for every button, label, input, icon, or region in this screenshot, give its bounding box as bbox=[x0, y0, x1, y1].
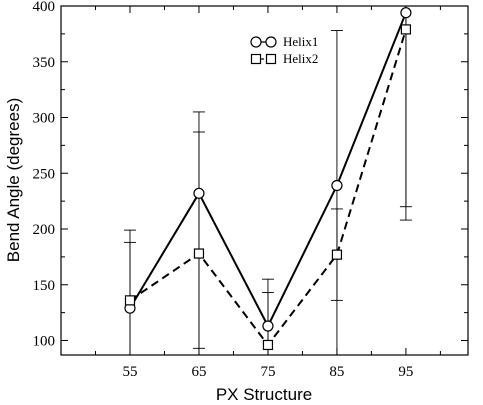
y-axis-title: Bend Angle (degrees) bbox=[4, 98, 23, 262]
data-point-helix2 bbox=[331, 249, 343, 260]
x-tick-label: 95 bbox=[398, 364, 413, 380]
legend-label-helix1: Helix1 bbox=[283, 34, 318, 49]
y-tick-label: 150 bbox=[33, 278, 56, 294]
legend-marker-helix1-end bbox=[265, 36, 277, 48]
legend-marker-helix2-end bbox=[265, 53, 277, 65]
error-bars bbox=[123, 6, 412, 355]
y-tick-label: 350 bbox=[33, 55, 56, 71]
y-tick-label: 300 bbox=[33, 111, 56, 127]
data-point-helix2 bbox=[124, 295, 136, 306]
x-tick-label: 75 bbox=[260, 364, 275, 380]
x-axis-title: PX Structure bbox=[216, 385, 312, 404]
axis-ticks bbox=[61, 5, 468, 355]
y-tick-label: 400 bbox=[33, 0, 56, 15]
data-point-helix1 bbox=[193, 187, 205, 199]
x-tick-label: 85 bbox=[329, 364, 344, 380]
tick-labels: 55 65 75 85 95 100 150 200 250 300 350 400 bbox=[33, 0, 414, 380]
data-point-helix2 bbox=[193, 248, 205, 259]
y-tick-label: 250 bbox=[33, 166, 56, 182]
series-markers bbox=[124, 7, 412, 351]
plot-frame bbox=[60, 5, 469, 356]
data-point-helix2 bbox=[262, 339, 274, 351]
data-point-helix1 bbox=[400, 7, 412, 19]
legend-marker-helix2 bbox=[250, 53, 262, 65]
data-point-helix2 bbox=[400, 24, 412, 35]
x-tick-label: 65 bbox=[191, 364, 206, 380]
legend: Helix1 Helix2 bbox=[250, 34, 318, 66]
legend-label-helix2: Helix2 bbox=[283, 51, 318, 66]
x-tick-label: 55 bbox=[122, 364, 137, 380]
y-tick-label: 100 bbox=[33, 334, 56, 350]
data-point-helix1 bbox=[262, 320, 274, 332]
data-point-helix1 bbox=[331, 179, 343, 192]
legend-marker-helix1 bbox=[250, 36, 262, 48]
y-tick-label: 200 bbox=[33, 222, 56, 238]
